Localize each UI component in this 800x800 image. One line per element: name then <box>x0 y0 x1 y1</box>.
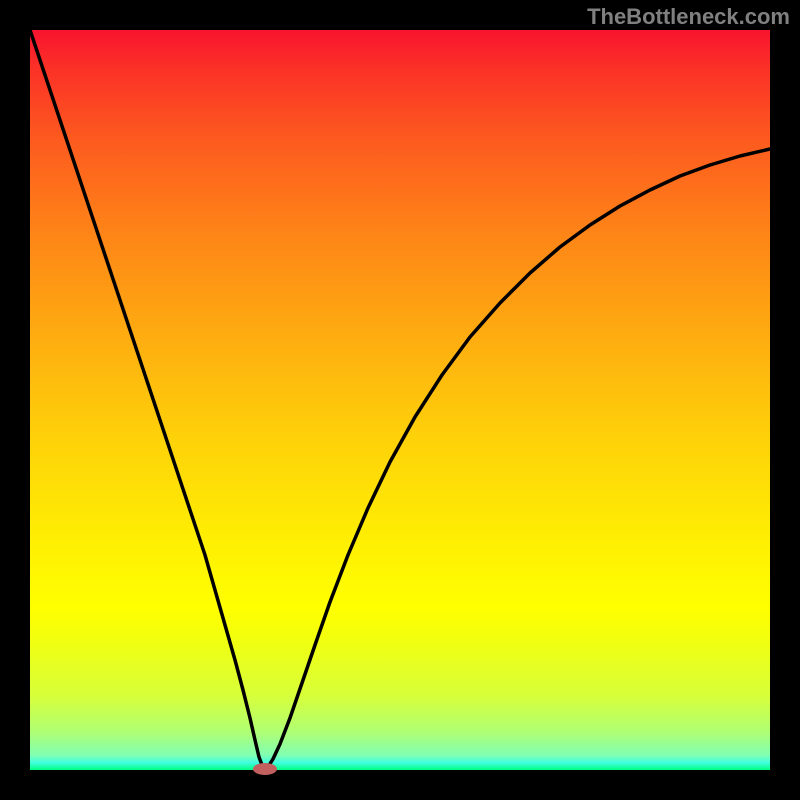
curve-minimum-marker <box>253 763 277 775</box>
plot-gradient-background <box>30 30 770 770</box>
chart-container: TheBottleneck.com <box>0 0 800 800</box>
watermark-text: TheBottleneck.com <box>587 4 790 30</box>
